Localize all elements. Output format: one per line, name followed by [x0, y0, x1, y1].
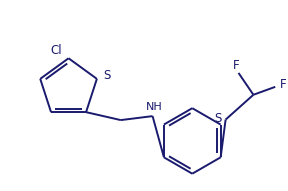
Text: S: S: [214, 112, 221, 125]
Text: S: S: [103, 69, 111, 82]
Text: NH: NH: [146, 102, 163, 112]
Text: Cl: Cl: [51, 44, 62, 57]
Text: F: F: [280, 78, 287, 91]
Text: F: F: [233, 59, 240, 73]
